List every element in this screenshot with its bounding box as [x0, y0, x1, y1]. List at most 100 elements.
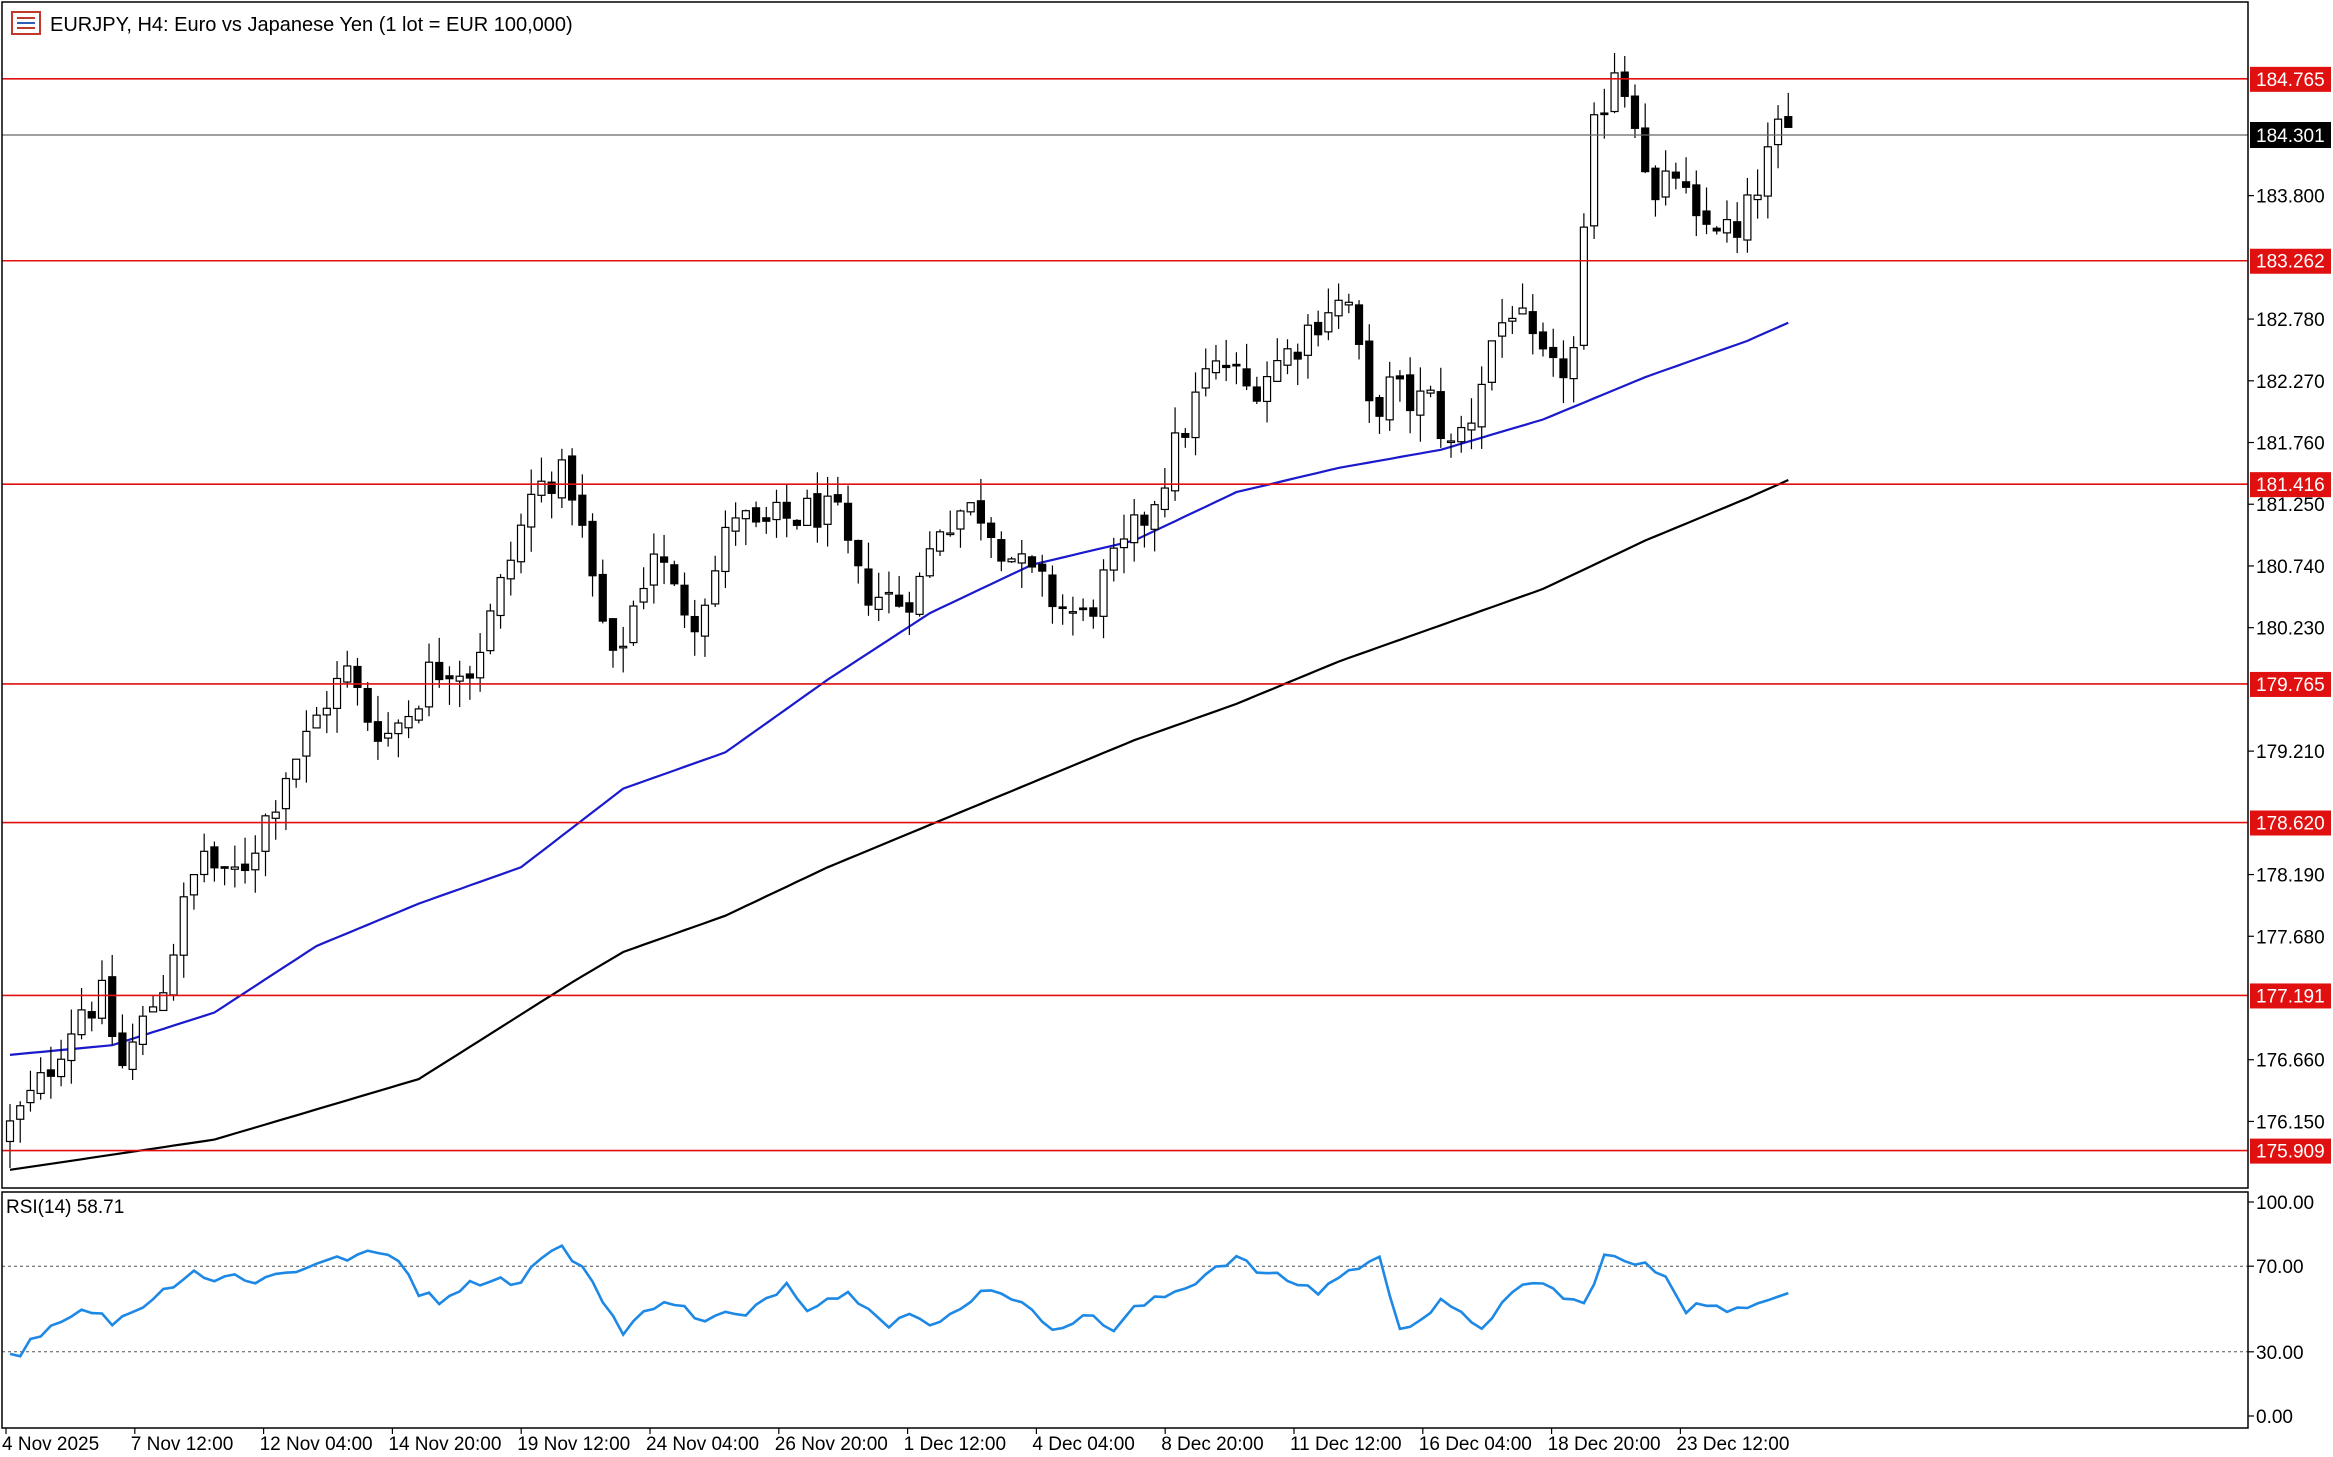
price-tick-label: 181.250	[2256, 495, 2325, 516]
candle-body	[1743, 194, 1752, 241]
candle-body	[36, 1072, 45, 1095]
candle-body	[1773, 118, 1783, 146]
candle	[220, 866, 229, 886]
candle-body	[1784, 116, 1793, 128]
candle-body	[1130, 514, 1139, 544]
candle-body	[486, 610, 495, 652]
candle	[792, 519, 802, 530]
candle-body	[1017, 553, 1026, 564]
candle	[1385, 361, 1394, 431]
candle	[435, 637, 444, 688]
candle	[16, 1101, 25, 1143]
candle-body	[506, 559, 515, 580]
candle-body	[1303, 324, 1313, 356]
rsi-series-line	[9, 1244, 1789, 1358]
candle	[404, 700, 413, 739]
candle-body	[1559, 358, 1568, 379]
candle	[1518, 283, 1527, 315]
time-tick-label: 4 Dec 04:00	[1032, 1434, 1134, 1452]
level-price-label: 179.765	[2256, 675, 2325, 696]
candle-body	[1763, 146, 1772, 197]
candle-body	[240, 863, 250, 872]
candle	[1027, 555, 1037, 573]
moving-average-blue-line	[9, 321, 1789, 1056]
level-price-tag: 175.909	[2250, 1138, 2331, 1164]
candle-body	[557, 459, 566, 499]
candle	[833, 476, 842, 506]
candle-body	[1406, 374, 1415, 412]
candle-body	[1375, 397, 1384, 417]
candle	[1181, 428, 1190, 448]
rsi-tick-label: 70.00	[2256, 1257, 2304, 1278]
candle-body	[169, 954, 178, 996]
candle	[1303, 314, 1313, 379]
candle	[1641, 103, 1650, 174]
candle-body	[1160, 487, 1169, 511]
candle-body	[1702, 210, 1711, 225]
candle	[1559, 340, 1568, 404]
candle-body	[1569, 347, 1578, 380]
candle-body	[935, 531, 945, 552]
candle	[476, 633, 485, 692]
candle	[864, 542, 873, 616]
candle-body	[792, 519, 802, 526]
candle-body	[1436, 391, 1445, 440]
candle	[46, 1046, 55, 1099]
candle	[1630, 84, 1640, 139]
candle-body	[649, 553, 658, 586]
candle-body	[1099, 569, 1108, 617]
candle-body	[56, 1058, 66, 1078]
chart-type-icon[interactable]	[11, 11, 41, 35]
candle	[1252, 376, 1261, 405]
candle	[1753, 169, 1762, 219]
rsi-title: RSI(14) 58.71	[6, 1197, 124, 1218]
rsi-axis: 100.00 70.00 30.00 0.00	[2248, 1193, 2314, 1428]
candle-body	[925, 548, 934, 577]
level-price-tag: 184.765	[2250, 66, 2331, 92]
candle-body	[87, 1011, 96, 1019]
candle-body	[1354, 304, 1364, 345]
candle	[496, 574, 505, 629]
candle	[762, 506, 771, 534]
candle	[159, 975, 168, 1012]
moving-averages	[9, 321, 1789, 1171]
candle	[67, 1009, 76, 1084]
time-tick-label: 11 Dec 12:00	[1290, 1434, 1402, 1452]
candle	[1681, 157, 1691, 194]
candle-body	[476, 651, 485, 679]
level-price-label: 183.262	[2256, 252, 2325, 273]
candle-body	[210, 846, 219, 869]
candle	[905, 591, 914, 635]
candle-body	[629, 605, 638, 644]
candle	[353, 657, 362, 706]
candle	[1589, 102, 1599, 240]
candle-body	[394, 722, 403, 735]
candle-body	[1579, 226, 1588, 346]
candle-body	[1150, 504, 1159, 530]
candle	[1048, 565, 1057, 624]
candle-body	[148, 1006, 158, 1013]
candle	[751, 501, 761, 528]
candle-body	[97, 979, 107, 1019]
candle-body	[843, 502, 853, 541]
rsi-panel-border	[1, 1191, 2249, 1429]
candle-body	[690, 615, 699, 633]
candle-body	[1068, 611, 1077, 614]
level-price-label: 175.909	[2256, 1142, 2325, 1163]
level-price-label: 184.765	[2256, 70, 2325, 91]
candle-body	[1201, 368, 1210, 389]
candle	[1773, 105, 1783, 169]
candle	[803, 489, 812, 526]
candle	[1211, 344, 1221, 380]
candle	[1130, 499, 1139, 562]
candle-body	[578, 494, 587, 526]
candle	[895, 575, 904, 608]
candle	[179, 882, 188, 978]
candle	[1610, 52, 1619, 114]
candle-body	[1426, 389, 1435, 394]
candle-body	[731, 517, 740, 532]
candle-body	[1692, 184, 1701, 217]
candle	[854, 539, 863, 584]
candle	[1600, 88, 1609, 139]
candle-body	[159, 992, 168, 1012]
